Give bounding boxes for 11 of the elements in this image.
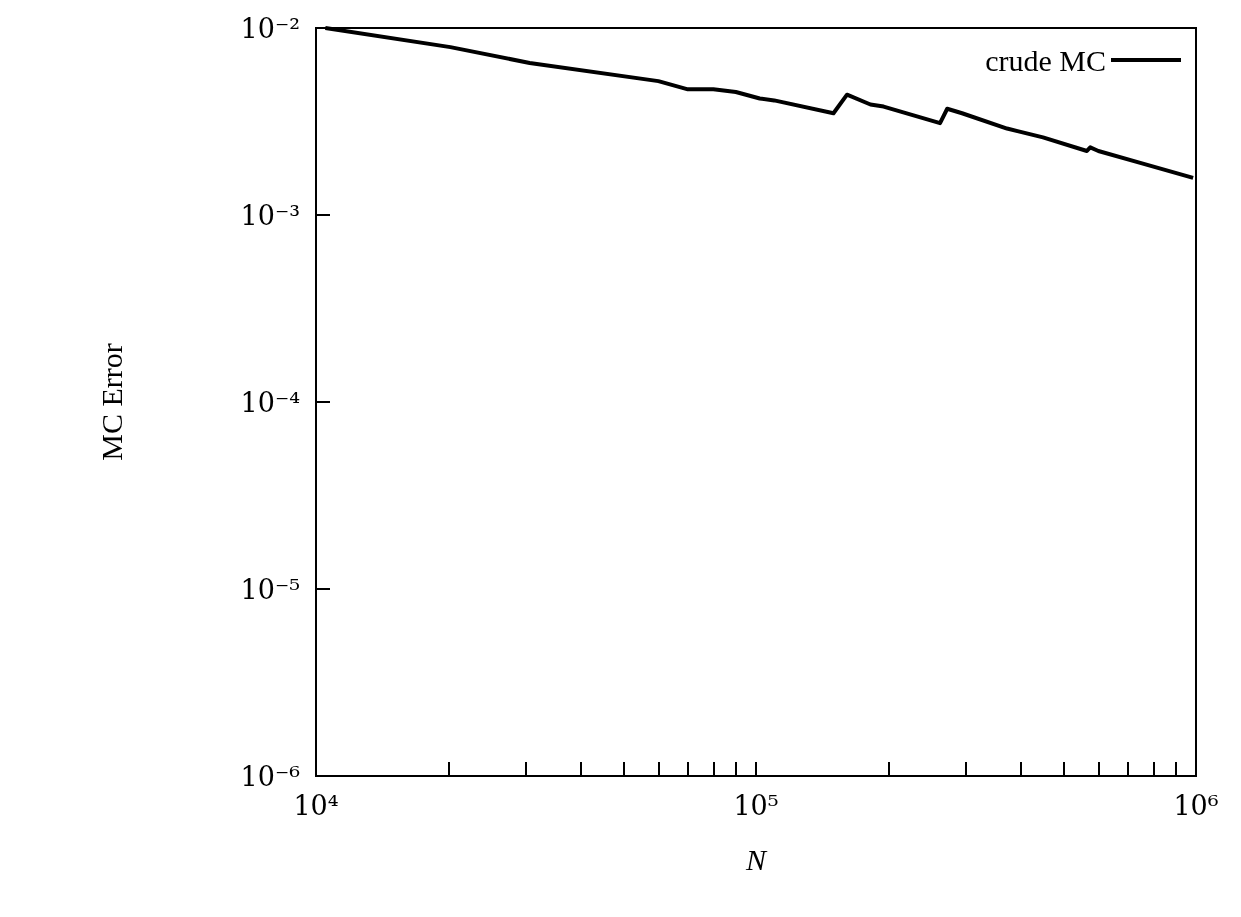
y-tick-label: 10⁻⁴ [240, 386, 300, 418]
legend-label: crude MC [985, 43, 1106, 77]
y-tick-label: 10⁻² [240, 12, 300, 44]
y-tick-label: 10⁻⁵ [240, 573, 300, 605]
x-tick-label: 10⁵ [733, 790, 779, 821]
y-axis-title: MC Error [94, 343, 128, 461]
x-tick-label: 10⁴ [293, 790, 339, 821]
y-tick-label: 10⁻³ [240, 199, 300, 231]
y-tick-label: 10⁻⁶ [240, 760, 301, 792]
x-tick-label: 10⁶ [1173, 790, 1219, 821]
x-axis-title: N [744, 842, 768, 876]
